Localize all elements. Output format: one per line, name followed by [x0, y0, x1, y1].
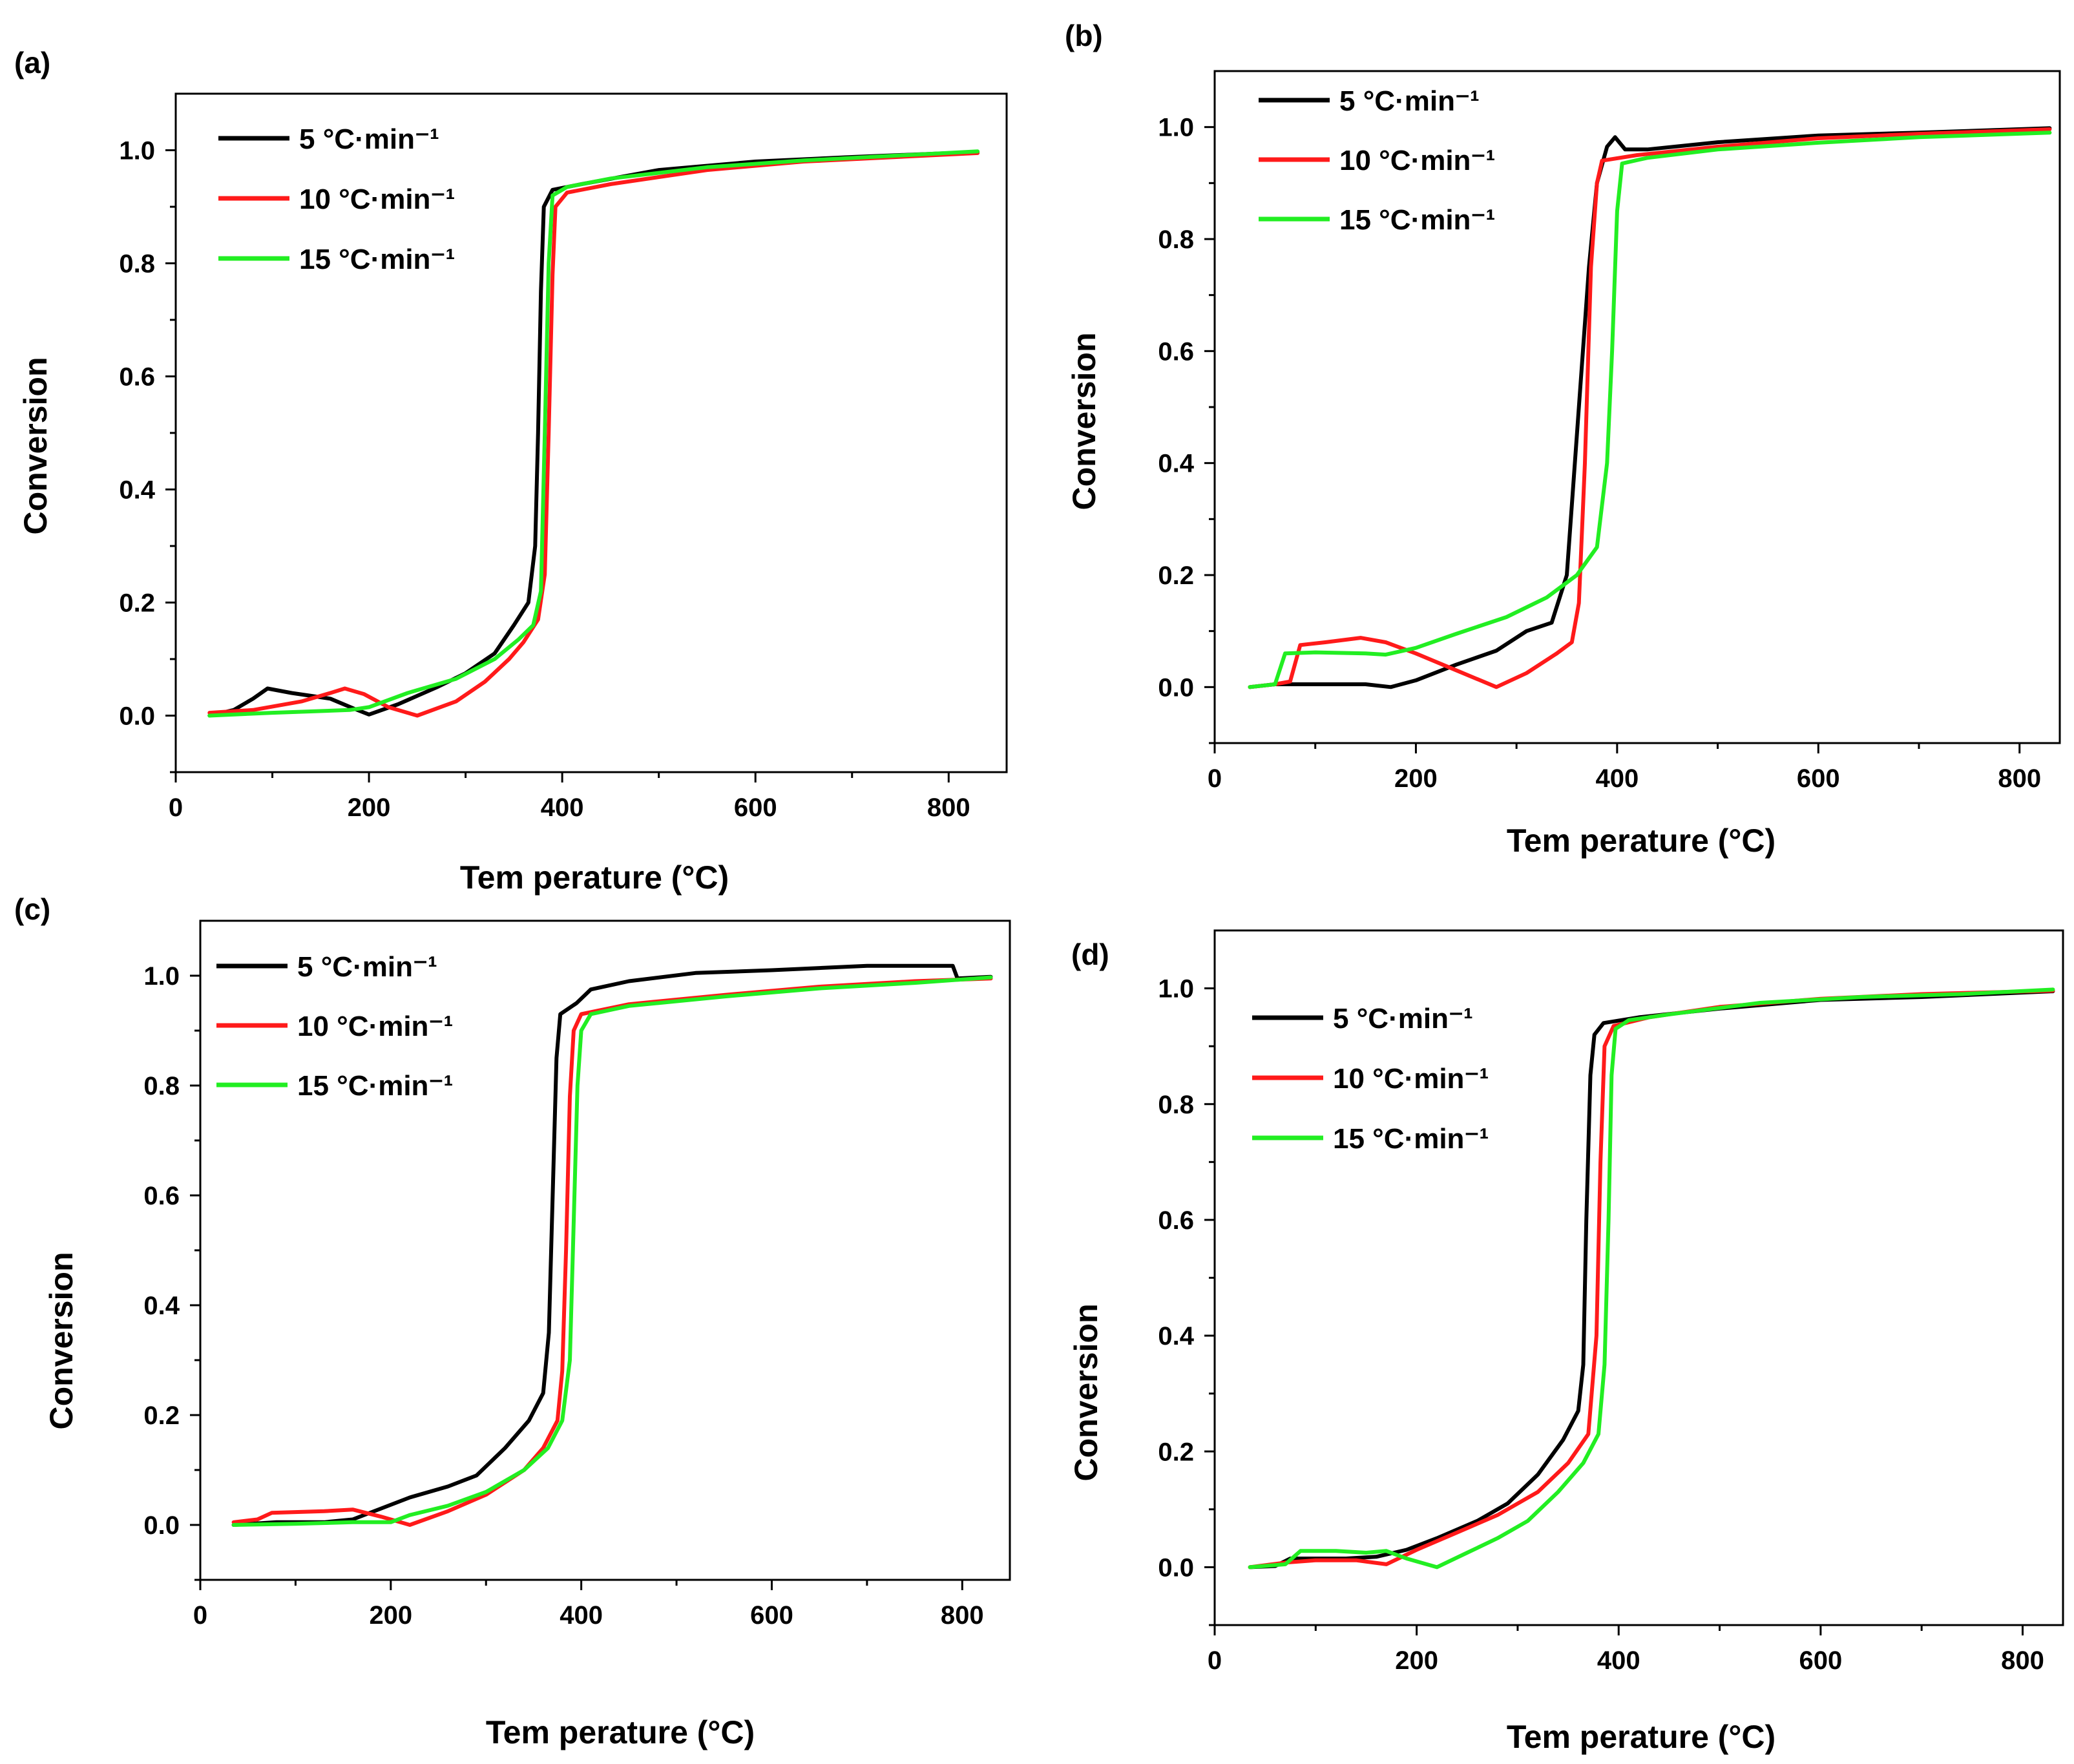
panel-label: (c)	[14, 892, 51, 926]
x-tick-label: 600	[1797, 764, 1840, 793]
x-axis-title: Tem perature (°C)	[460, 859, 729, 896]
y-tick-label: 0.0	[143, 1511, 180, 1540]
y-tick-label: 0.2	[119, 589, 155, 618]
chart-panel-d: (d) 0 200 400 600 800 0.0 0.2 0.4 0.6 0.8 1.0 Tem p…	[1053, 879, 2074, 1755]
y-axis-title: Conversion	[17, 357, 54, 534]
legend-label: 10 °C·min⁻¹	[299, 184, 455, 215]
x-tick-label: 600	[734, 793, 777, 822]
y-tick-label: 1.0	[143, 962, 180, 991]
legend-label: 10 °C·min⁻¹	[297, 1011, 453, 1042]
series-line-1	[231, 963, 993, 1527]
x-tick-label: 400	[1597, 1646, 1640, 1675]
x-tick-label: 0	[1208, 1646, 1222, 1675]
y-tick-label: 0.6	[143, 1182, 180, 1210]
x-tick-label: 600	[750, 1601, 793, 1630]
chart-svg: 0 200 400 600 800 0.0 0.2 0.4 0.6 0.8 1.0 Tem perat…	[1068, 929, 2064, 1755]
y-tick-label: 1.0	[119, 137, 155, 165]
legend-label: 5 °C·min⁻¹	[299, 123, 439, 155]
series-line-2	[207, 151, 980, 718]
x-axis-title: Tem perature (°C)	[486, 1714, 755, 1750]
y-tick-label: 0.6	[1158, 1206, 1194, 1235]
y-tick-label: 0.8	[143, 1072, 180, 1100]
x-tick-label: 400	[560, 1601, 603, 1630]
x-tick-label: 0	[193, 1601, 207, 1630]
x-tick-label: 800	[2001, 1646, 2044, 1675]
x-tick-label: 800	[927, 793, 970, 822]
chart-panel-a: (a) 0 200 400 600 800 0.0 0.2 0.4 0.6 0.8 1.0 Tem p…	[0, 0, 1021, 896]
y-tick-label: 0.8	[119, 250, 155, 278]
y-axis-title: Conversion	[1066, 332, 1102, 510]
x-tick-label: 800	[1998, 764, 2041, 793]
chart-svg: 0 200 400 600 800 0.0 0.2 0.4 0.6 0.8 1.0 Tem perat…	[17, 92, 1008, 896]
y-tick-label: 0.0	[119, 702, 155, 731]
legend-label: 5 °C·min⁻¹	[1339, 85, 1480, 117]
y-tick-label: 0.8	[1158, 226, 1194, 254]
x-axis-title: Tem perature (°C)	[1507, 1719, 1775, 1755]
legend-label: 5 °C·min⁻¹	[297, 951, 437, 983]
y-tick-label: 1.0	[1158, 114, 1194, 142]
series-line-3	[1248, 987, 2055, 1570]
y-tick-label: 0.6	[119, 363, 155, 392]
x-tick-label: 200	[1394, 764, 1438, 793]
y-tick-label: 0.0	[1158, 673, 1194, 702]
y-tick-label: 0.2	[1158, 1438, 1194, 1466]
y-tick-label: 0.8	[1158, 1091, 1194, 1119]
series-line-3	[1248, 131, 2052, 689]
plot-frame	[1213, 929, 2064, 1626]
chart-svg: 0 200 400 600 800 0.0 0.2 0.4 0.6 0.8 1.0 Tem perat…	[1066, 70, 2061, 859]
legend-label: 15 °C·min⁻¹	[1333, 1123, 1489, 1155]
chart-panel-b: (b) 0 200 400 600 800 0.0 0.2 0.4 0.6 0.8 1.0 Tem p…	[1053, 0, 2074, 869]
y-tick-label: 0.4	[1158, 1322, 1194, 1350]
y-tick-label: 0.4	[143, 1292, 180, 1320]
series-line-1	[1248, 126, 2052, 689]
panel-label: (a)	[14, 46, 51, 79]
panel-label: (d)	[1071, 938, 1109, 971]
x-tick-label: 0	[1208, 764, 1222, 793]
x-tick-label: 400	[1595, 764, 1639, 793]
y-tick-label: 0.4	[1158, 450, 1194, 478]
legend-label: 10 °C·min⁻¹	[1333, 1063, 1489, 1095]
x-tick-label: 400	[541, 793, 584, 822]
series-line-3	[231, 975, 993, 1527]
x-tick-label: 200	[348, 793, 391, 822]
legend-label: 15 °C·min⁻¹	[297, 1070, 453, 1102]
y-tick-label: 0.0	[1158, 1553, 1194, 1582]
x-tick-label: 800	[941, 1601, 984, 1630]
series-line-2	[1248, 127, 2052, 689]
x-tick-label: 200	[369, 1601, 412, 1630]
series-line-1	[207, 150, 980, 718]
series-line-3	[207, 149, 980, 718]
y-tick-label: 0.2	[143, 1402, 180, 1430]
series-line-2	[231, 976, 993, 1527]
legend-label: 5 °C·min⁻¹	[1333, 1003, 1473, 1034]
y-tick-label: 0.4	[119, 476, 155, 505]
y-tick-label: 1.0	[1158, 975, 1194, 1003]
x-tick-label: 0	[169, 793, 183, 822]
y-axis-title: Conversion	[1068, 1303, 1104, 1481]
y-axis-title: Conversion	[43, 1252, 79, 1429]
x-tick-label: 200	[1395, 1646, 1438, 1675]
legend-label: 10 °C·min⁻¹	[1339, 145, 1495, 176]
x-axis-title: Tem perature (°C)	[1507, 823, 1775, 859]
y-tick-label: 0.6	[1158, 337, 1194, 366]
chart-panel-c: (c) 0 200 400 600 800 0.0 0.2 0.4 0.6 0.8 1.0 Tem p…	[0, 879, 1021, 1750]
legend-label: 15 °C·min⁻¹	[299, 244, 455, 275]
panel-label: (b)	[1065, 19, 1103, 52]
x-tick-label: 600	[1799, 1646, 1842, 1675]
y-tick-label: 0.2	[1158, 562, 1194, 590]
legend-label: 15 °C·min⁻¹	[1339, 204, 1495, 236]
chart-svg: 0 200 400 600 800 0.0 0.2 0.4 0.6 0.8 1.0 Tem perat…	[43, 919, 1011, 1750]
